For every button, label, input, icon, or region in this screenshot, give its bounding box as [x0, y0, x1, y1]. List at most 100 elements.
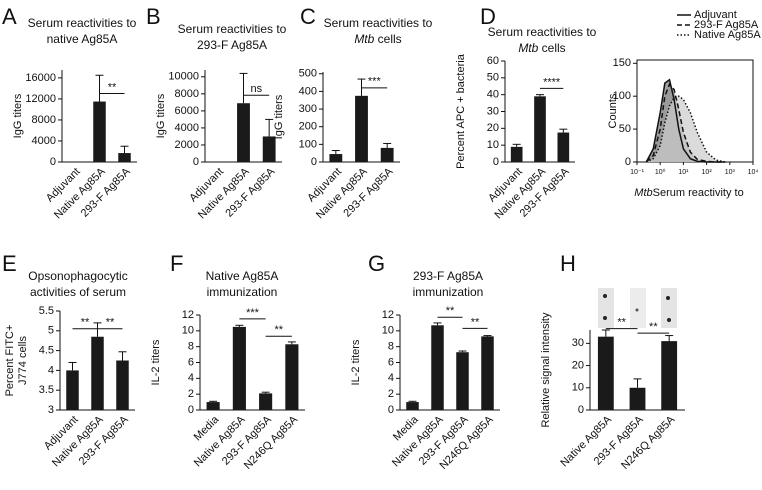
chart-title: immunization — [413, 285, 484, 299]
y-tick-label: 6 — [388, 356, 394, 368]
y-tick-label: 40 — [487, 89, 499, 101]
bar — [232, 326, 246, 410]
y-tick-label: 150 — [613, 57, 631, 69]
y-axis-label: IgG titers — [273, 94, 285, 139]
y-tick-label: 4 — [48, 364, 54, 376]
y-tick-label: 12 — [382, 309, 394, 321]
chart-title: Serum reactivities to — [28, 16, 137, 30]
x-axis-label: MtbSerum reactivity to — [634, 187, 743, 199]
y-axis-label: IgG titers — [12, 93, 24, 138]
y-tick-label: 12 — [182, 309, 194, 321]
y-tick-label: 400 — [299, 85, 317, 97]
area — [646, 96, 726, 162]
panel-letter: E — [2, 251, 17, 276]
y-tick-label: 100 — [613, 90, 631, 102]
blot-images — [598, 288, 677, 328]
y-axis-label: Relative signal intensity — [540, 312, 552, 427]
y-axis-label: Counts — [607, 93, 619, 128]
chart-title: activities of serum — [30, 285, 126, 299]
x-tick-label: 10⁻¹ — [630, 169, 644, 176]
y-tick-label: 4 — [388, 372, 394, 384]
legend-label: Native Ag85A — [694, 29, 761, 41]
significance-label: ** — [274, 324, 283, 336]
chart-title: Opsonophagocytic — [28, 269, 127, 283]
bar — [481, 336, 494, 410]
chart-title: Native Ag85A — [206, 269, 279, 283]
bar — [629, 387, 646, 410]
chart-title: Serum reactivities to — [324, 16, 433, 30]
y-axis-label: J774 cells — [17, 336, 29, 385]
bar — [456, 352, 469, 410]
y-tick-label: 8000 — [32, 114, 56, 126]
y-tick-label: 6 — [188, 356, 194, 368]
y-tick-label: 3.5 — [39, 384, 54, 396]
y-tick-label: 10000 — [168, 71, 199, 83]
text-part: cells — [374, 32, 401, 46]
y-tick-label: 16000 — [25, 72, 56, 84]
bar — [91, 336, 104, 410]
bar — [534, 96, 546, 162]
bar — [93, 101, 106, 162]
line — [645, 95, 726, 163]
y-tick-label: 8 — [188, 341, 194, 353]
y-tick-label: 10 — [382, 325, 394, 337]
significance-label: *** — [368, 76, 382, 88]
y-axis-label: Percent FITC+ — [4, 325, 16, 397]
bar — [510, 146, 523, 162]
bar — [661, 341, 678, 410]
bar — [431, 325, 444, 410]
y-tick-label: 200 — [299, 121, 317, 133]
chart-title: Mtb cells — [354, 32, 401, 46]
y-tick-label: 5 — [48, 325, 54, 337]
y-tick-label: 100 — [299, 138, 317, 150]
x-tick-label: 10² — [702, 169, 713, 176]
y-tick-label: 6000 — [175, 105, 199, 117]
y-tick-label: 30 — [487, 105, 499, 117]
y-tick-label: 8000 — [175, 88, 199, 100]
y-tick-label: 50 — [619, 123, 631, 135]
x-tick-label: 10⁴ — [748, 169, 759, 176]
panel-letter: H — [560, 251, 576, 276]
y-tick-label: 10 — [182, 325, 194, 337]
panel-letter: B — [146, 4, 161, 29]
chart-title: Serum reactivities to — [488, 25, 597, 39]
y-tick-label: 0 — [493, 156, 499, 168]
significance-label: ** — [106, 317, 115, 329]
significance-label: ** — [81, 317, 90, 329]
bar — [597, 336, 614, 410]
bar — [329, 154, 343, 162]
y-tick-label: 30 — [572, 337, 584, 349]
x-tick-label: 10³ — [725, 169, 736, 176]
x-tick-label: 10¹ — [678, 169, 689, 176]
y-tick-label: 4000 — [32, 135, 56, 147]
line — [645, 82, 726, 163]
significance-label: ** — [108, 81, 117, 93]
chart-title: Serum reactivities to — [178, 22, 287, 36]
y-tick-label: 2 — [388, 388, 394, 400]
significance-label: *** — [246, 307, 260, 319]
bar — [557, 132, 570, 162]
panel-letter: D — [480, 4, 496, 29]
x-tick-label: 10⁰ — [655, 168, 666, 176]
chart-title: Mtb cells — [518, 41, 565, 55]
y-tick-label: 20 — [487, 122, 499, 134]
y-tick-label: 20 — [572, 359, 584, 371]
y-tick-label: 0 — [188, 404, 194, 416]
y-tick-label: 10 — [487, 139, 499, 151]
y-tick-label: 60 — [487, 55, 499, 67]
y-tick-label: 0 — [193, 156, 199, 168]
y-tick-label: 2000 — [175, 139, 199, 151]
italic-part: Mtb — [634, 187, 652, 199]
bar — [206, 402, 220, 410]
y-tick-label: 12000 — [25, 93, 56, 105]
panel-letter: C — [300, 4, 316, 29]
y-tick-label: 8 — [388, 341, 394, 353]
y-tick-label: 0 — [625, 156, 631, 168]
bar — [118, 153, 131, 162]
y-tick-label: 5.5 — [39, 305, 54, 317]
bar — [285, 344, 299, 410]
y-tick-label: 500 — [299, 68, 317, 80]
bar — [66, 370, 79, 410]
y-tick-label: 3 — [48, 404, 54, 416]
bar — [237, 103, 250, 162]
